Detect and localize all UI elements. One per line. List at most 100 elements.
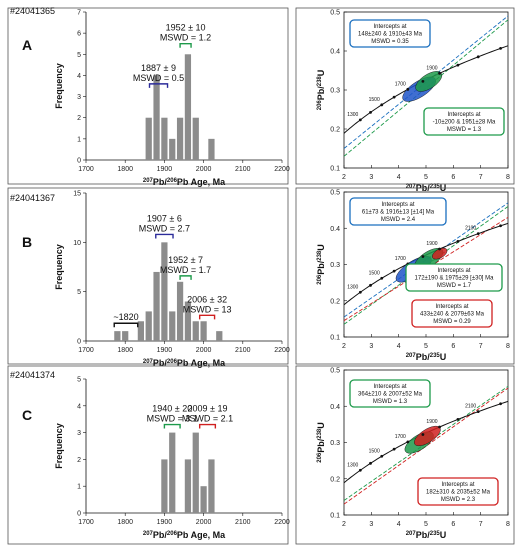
histogram-bar — [200, 486, 207, 513]
hist-y-tick-label: 4 — [77, 403, 81, 410]
panel-letter: B — [22, 234, 32, 250]
concordia-point — [369, 283, 372, 287]
concordia-point — [499, 46, 502, 50]
concordia-point — [456, 239, 460, 243]
histogram-bar — [192, 117, 199, 160]
conc-y-tick-label: 0.4 — [330, 49, 340, 56]
histogram-bar — [192, 321, 199, 341]
histogram-bar — [145, 311, 152, 341]
concordia-point — [369, 111, 372, 114]
concordia-point — [421, 255, 425, 258]
discordia-line — [344, 19, 508, 157]
concordia-age-label: 1300 — [347, 462, 358, 468]
hist-x-tick-label: 2200 — [274, 166, 290, 173]
conc-x-label: 207Pb/235U — [406, 352, 447, 362]
hist-y-tick-label: 5 — [77, 52, 81, 59]
conc-y-tick-label: 0.5 — [330, 10, 340, 17]
right-frame — [295, 7, 515, 185]
conc-x-tick-label: 3 — [369, 521, 373, 528]
concordia-point — [438, 425, 441, 429]
hist-x-label-part: Pb/ — [153, 358, 168, 368]
concordia-inner — [344, 15, 508, 157]
hist-y-tick-label: 3 — [77, 430, 81, 437]
concordia-plot: 2 3 4 5 6 7 8 0.1 0.2 0.3 0.4 0.5 1300 1500 1700 1900 21… — [316, 190, 510, 363]
conc-y-tick-label: 0.3 — [330, 262, 340, 269]
hist-y-tick-label: 0 — [77, 339, 81, 346]
histogram-bar — [153, 75, 160, 160]
concordia-point — [438, 71, 441, 75]
intercept-text: Intercepts at — [373, 24, 406, 30]
intercept-text: MSWD = 2.4 — [381, 217, 416, 223]
concordia-point — [380, 454, 384, 458]
error-ellipse — [415, 71, 443, 92]
concordia-point — [392, 269, 396, 273]
intercept-text: Intercepts at — [441, 482, 474, 488]
age-annotation: MSWD = 1.7 — [160, 265, 211, 275]
hist-y-tick-label: 4 — [77, 73, 81, 80]
intercept-text: MSWD = 0.35 — [371, 39, 409, 45]
concordia-age-label: 1900 — [426, 241, 437, 247]
age-bracket — [179, 43, 192, 48]
conc-y-label: 206Pb/238U — [316, 70, 326, 111]
conc-x-tick-label: 2 — [342, 174, 346, 181]
conc-y-label-part: U — [316, 70, 326, 77]
hist-y-tick-label: 2 — [77, 115, 81, 122]
hist-x-tick-label: 2100 — [235, 347, 251, 354]
age-annotation: MSWD = 3.1 — [147, 414, 198, 424]
histogram-bar — [184, 459, 192, 513]
hist-x-tick-label: 2100 — [235, 166, 251, 173]
conc-x-tick-label: 7 — [479, 343, 483, 350]
conc-y-label: 206Pb/238U — [316, 422, 326, 463]
histogram-bar — [137, 321, 144, 341]
left-frame — [7, 7, 289, 185]
hist-y-tick-label: 5 — [77, 377, 81, 384]
concordia-age-label: 1300 — [347, 112, 358, 118]
concordia-inner — [344, 385, 508, 505]
conc-y-label-part: 206 — [317, 100, 323, 111]
hist-y-tick-label: 10 — [73, 240, 81, 247]
age-annotation: ~1820 — [113, 312, 138, 322]
hist-y-label: Frequency — [54, 244, 64, 290]
age-bracket — [155, 233, 174, 239]
hist-x-tick-label: 1800 — [117, 166, 133, 173]
concordia-age-label: 1300 — [347, 284, 358, 290]
hist-x-tick-label: 2200 — [274, 519, 290, 526]
hist-x-tick-label: 1800 — [117, 519, 133, 526]
histogram-bar — [145, 117, 152, 160]
concordia-point — [369, 461, 372, 465]
histogram-bar — [216, 331, 223, 341]
intercept-text: MSWD = 1.3 — [373, 399, 408, 405]
age-bracket — [148, 83, 169, 88]
concordia-point — [456, 417, 460, 421]
hist-x-tick-label: 2100 — [235, 519, 251, 526]
intercept-text: 148±240 & 1910±43 Ma — [358, 32, 423, 38]
concordia-point — [438, 247, 441, 251]
concordia-age-label: 1500 — [369, 97, 380, 103]
conc-x-tick-label: 2 — [342, 521, 346, 528]
hist-x-label: 207Pb/206Pb Age, Ma — [143, 177, 226, 187]
age-annotation: 2006 ± 32 — [187, 294, 227, 304]
age-annotation: MSWD = 13 — [183, 304, 232, 314]
hist-x-tick-label: 2000 — [196, 347, 212, 354]
concordia-point — [476, 232, 480, 236]
concordia-point — [406, 440, 410, 444]
intercept-box — [349, 379, 431, 408]
concordia-point — [358, 118, 362, 122]
hist-x-tick-label: 1900 — [157, 519, 173, 526]
hist-y-label: Frequency — [54, 63, 64, 109]
intercept-box — [417, 477, 499, 506]
conc-x-label: 207Pb/235U — [406, 530, 447, 540]
histogram-bar — [208, 138, 215, 160]
age-bracket — [179, 275, 192, 280]
conc-y-label-part: 206 — [317, 274, 323, 285]
hist-y-tick-label: 5 — [77, 289, 81, 296]
conc-x-tick-label: 8 — [506, 521, 510, 528]
conc-x-label-part: 207 — [406, 353, 417, 359]
intercept-text: -10±200 & 1951±28 Ma — [433, 120, 496, 126]
conc-y-tick-label: 0.1 — [330, 335, 340, 342]
conc-x-label-part: 235 — [430, 531, 441, 537]
age-annotation: 1940 ± 20 — [152, 404, 192, 414]
age-annotation: MSWD = 1.2 — [160, 33, 211, 43]
